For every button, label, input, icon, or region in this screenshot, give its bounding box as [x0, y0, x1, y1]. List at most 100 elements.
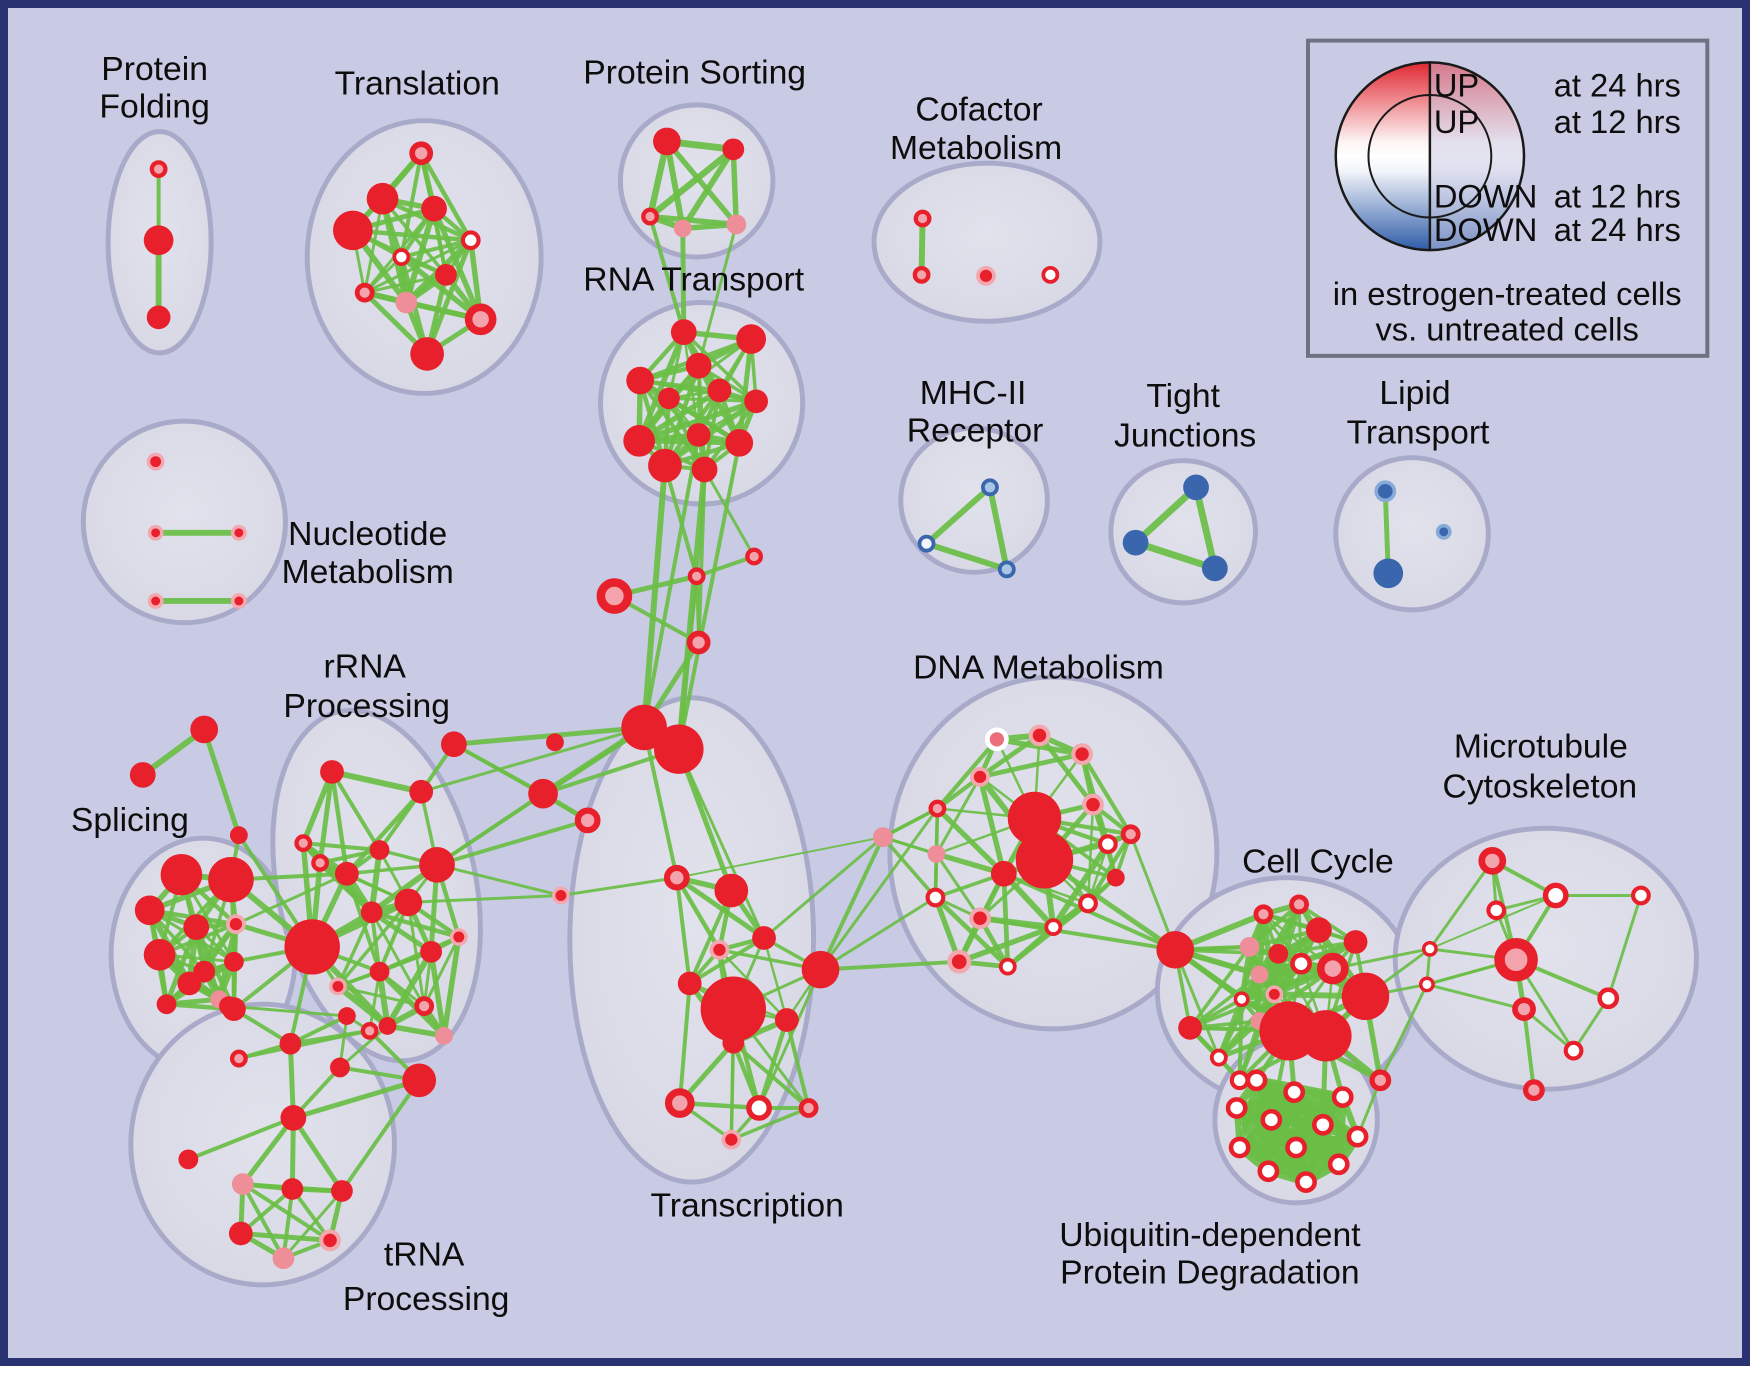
gene-node-connectors — [686, 630, 711, 655]
edge-inter-cluster — [819, 895, 937, 972]
gene-node-microtubule-cytoskeleton — [1563, 1040, 1584, 1061]
edge-inter-cluster — [675, 836, 884, 879]
edge-rrna-processing — [422, 935, 461, 1008]
edge-dna-metabolism — [1079, 752, 1133, 837]
cluster-label: tRNA — [384, 1237, 465, 1274]
gene-node-dna-metabolism — [998, 957, 1017, 976]
edge-trna-processing — [237, 1029, 372, 1061]
edge-protein-sorting — [730, 146, 740, 228]
gene-node-transcription — [774, 1008, 799, 1032]
edge-transcription — [687, 936, 767, 986]
gene-node-connectors — [546, 733, 564, 752]
gene-node-connectors — [596, 578, 633, 614]
gene-node-protein-folding — [146, 305, 171, 330]
edge-rrna-processing — [428, 949, 447, 1039]
gene-node-mhc-ii-receptor — [917, 534, 936, 553]
gene-node-rrna-processing — [409, 779, 434, 804]
cluster-ellipse-cofactor-metabolism — [871, 160, 1103, 324]
edge-inter-cluster — [642, 725, 679, 880]
gene-node-rrna-processing — [329, 977, 347, 996]
gene-node-cell-cycle — [1233, 991, 1250, 1008]
gene-node-nucleotide-metabolism — [230, 593, 247, 609]
gene-node-microtubule-cytoskeleton — [1418, 976, 1435, 993]
gene-node-rna-transport — [744, 389, 768, 414]
edge-inter-cluster — [694, 554, 757, 579]
gene-node-protein-sorting — [722, 138, 745, 161]
gene-node-tight-junctions — [1122, 529, 1149, 556]
gene-node-transcription — [722, 1031, 745, 1054]
gene-node-rna-transport — [670, 319, 697, 346]
edge-inter-cluster — [677, 747, 766, 940]
gene-node-cofactor-metabolism — [913, 209, 932, 228]
edge-rna-transport — [662, 399, 759, 468]
gene-node-cell-cycle — [1369, 1069, 1392, 1092]
edge-rna-transport — [666, 395, 742, 446]
gene-node-translation — [366, 182, 399, 215]
gene-node-transcription — [798, 1098, 819, 1118]
cluster-label: Protein Degradation — [1060, 1255, 1359, 1292]
edge-translation — [399, 238, 473, 260]
edge-inter-cluster — [676, 746, 734, 894]
gene-node-cofactor-metabolism — [912, 265, 931, 284]
cluster-label: Junctions — [1114, 417, 1256, 454]
gene-node-cell-cycle — [1343, 930, 1368, 954]
gene-node-cell-cycle — [1253, 904, 1274, 925]
gene-node-ubiquitin-degradation — [1327, 1153, 1350, 1176]
gene-node-trna-processing — [402, 1063, 437, 1098]
cluster-label: Processing — [283, 688, 450, 725]
edge-tight-junctions — [1132, 483, 1200, 547]
gene-node-trna-processing — [280, 1104, 307, 1131]
gene-node-trna-processing — [178, 1149, 199, 1170]
edge-mhc-ii-receptor — [923, 540, 1010, 573]
gene-node-connectors — [190, 715, 219, 744]
gene-node-trna-processing — [281, 1178, 304, 1200]
edge-inter-cluster — [676, 440, 742, 752]
cluster-ellipse-nucleotide-metabolism — [80, 418, 288, 626]
gene-node-transcription — [677, 971, 702, 996]
edge-inter-cluster — [1378, 982, 1429, 1082]
cluster-label: Microtubule — [1454, 729, 1628, 766]
edge-rrna-processing — [336, 900, 411, 989]
gene-node-transcription — [721, 1129, 742, 1150]
gene-node-connectors — [528, 778, 558, 809]
edge-inter-cluster — [1428, 894, 1557, 950]
gene-node-ubiquitin-degradation — [1225, 1097, 1248, 1119]
edge-inter-cluster — [818, 959, 962, 972]
gene-node-ubiquitin-degradation — [1228, 1136, 1251, 1159]
gene-node-splicing — [208, 856, 254, 903]
edge-transcription — [731, 1040, 811, 1110]
gene-node-trna-processing — [279, 1032, 302, 1055]
gene-node-dna-metabolism — [1120, 824, 1141, 845]
gene-node-translation — [460, 230, 481, 251]
edge-ubiquitin-degradation — [1264, 1160, 1343, 1176]
edge-dna-metabolism — [1037, 732, 1096, 807]
gene-node-splicing — [160, 853, 203, 896]
gene-node-trna-processing — [219, 996, 239, 1017]
gene-node-transcription — [700, 976, 767, 1042]
gene-node-transcription — [801, 950, 840, 989]
gene-node-rrna-processing — [360, 901, 383, 924]
gene-node-ubiquitin-degradation — [1283, 1081, 1306, 1104]
edge-dna-metabolism — [934, 775, 982, 856]
gene-node-rna-transport — [685, 352, 712, 379]
gene-node-dna-metabolism — [1028, 724, 1051, 747]
gene-node-transcription — [663, 864, 690, 891]
gene-node-rna-transport — [725, 429, 754, 457]
gene-node-connectors — [441, 731, 467, 758]
edge-microtubule-cytoskeleton — [1606, 893, 1643, 1000]
gene-node-ubiquitin-degradation — [1245, 1069, 1268, 1092]
edge-rrna-processing — [370, 910, 426, 1008]
gene-node-translation — [435, 263, 457, 286]
gene-node-dna-metabolism — [927, 845, 946, 863]
edge-dna-metabolism — [881, 835, 938, 900]
edge-inter-cluster — [1331, 947, 1432, 971]
gene-node-lipid-transport — [1373, 558, 1404, 589]
edge-inter-cluster — [680, 225, 687, 335]
gene-node-connectors — [129, 762, 156, 788]
gene-node-translation — [421, 195, 447, 222]
legend-direction-label-3: DOWN — [1434, 211, 1537, 248]
gene-node-rna-transport — [707, 378, 732, 403]
gene-node-cell-cycle — [1209, 1048, 1228, 1067]
edge-microtubule-cytoskeleton — [1522, 1007, 1536, 1093]
